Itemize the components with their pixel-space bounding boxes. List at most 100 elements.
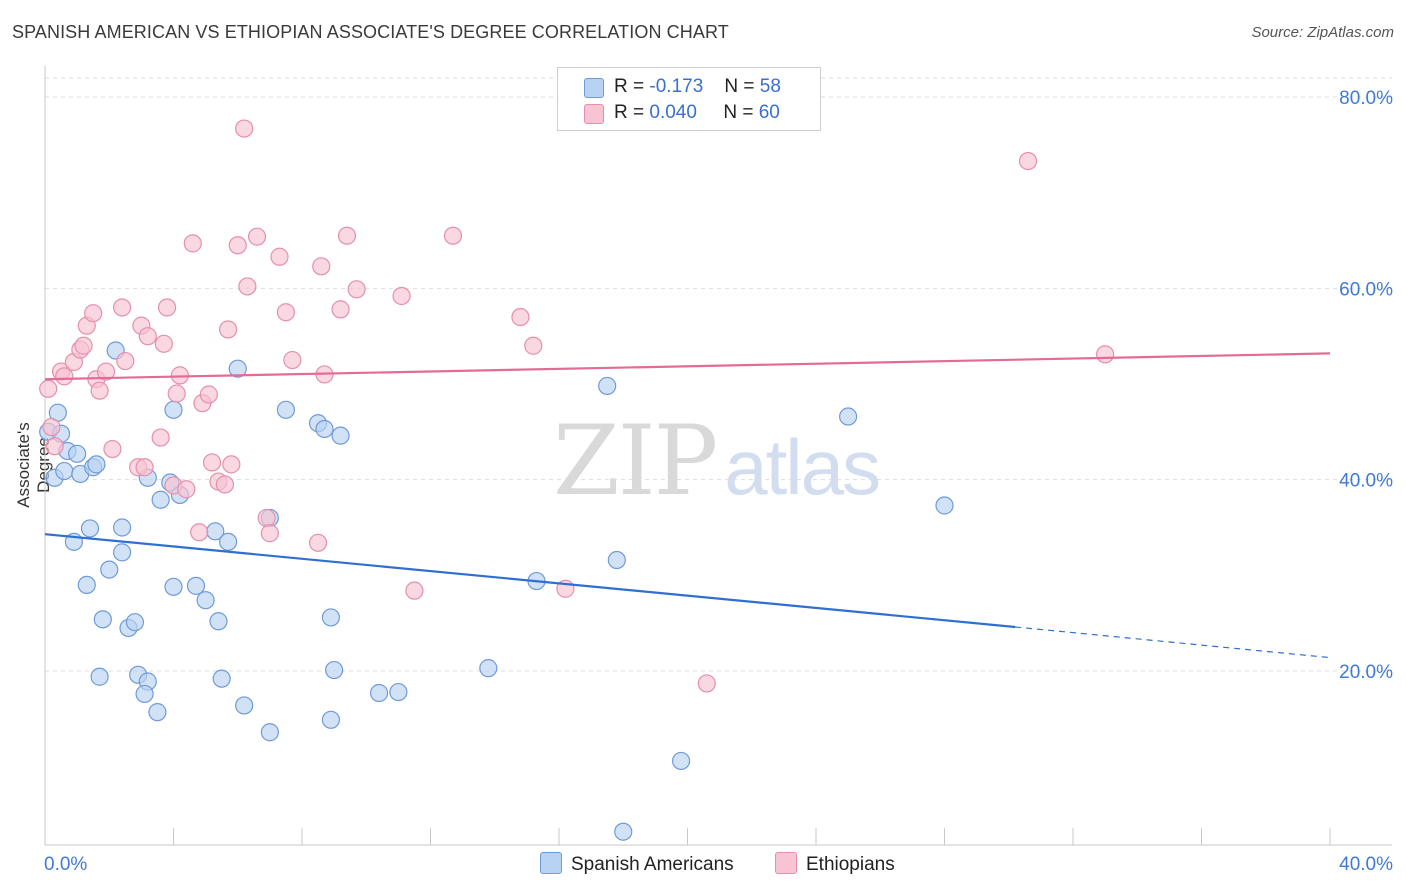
legend-r-label: R =	[614, 102, 645, 123]
point-ethiopian	[39, 379, 58, 398]
point-ethiopian	[42, 417, 61, 437]
point-spanish-american	[125, 613, 145, 632]
y-tick-label: 80.0%	[1339, 88, 1393, 109]
point-ethiopian	[219, 320, 238, 339]
point-spanish-american	[607, 550, 626, 570]
point-ethiopian	[337, 226, 357, 245]
point-ethiopian	[347, 280, 366, 299]
legend-r-value-pink: 0.040	[649, 102, 697, 123]
point-ethiopian	[177, 480, 196, 499]
point-ethiopian	[697, 674, 716, 693]
x-tick-label-max: 40.0%	[1339, 854, 1393, 875]
point-ethiopian	[96, 362, 116, 381]
point-ethiopian	[257, 508, 276, 528]
legend-swatch-pink	[584, 104, 604, 124]
point-spanish-american	[196, 591, 215, 610]
y-tick-label: 60.0%	[1339, 279, 1393, 300]
point-spanish-american	[598, 376, 617, 396]
legend-n-label: N =	[724, 76, 755, 97]
point-ethiopian	[331, 300, 350, 319]
point-spanish-american	[135, 684, 154, 704]
point-spanish-american	[479, 659, 498, 678]
point-spanish-american	[321, 608, 341, 627]
point-spanish-american	[321, 710, 341, 729]
point-ethiopian	[1018, 151, 1038, 171]
point-ethiopian	[312, 257, 331, 276]
data-points	[39, 119, 1115, 841]
point-ethiopian	[524, 336, 543, 355]
point-ethiopian	[235, 119, 254, 138]
point-ethiopian	[190, 523, 209, 542]
point-ethiopian	[405, 581, 424, 600]
point-spanish-american	[219, 532, 238, 551]
point-spanish-american	[935, 496, 954, 515]
point-ethiopian	[183, 234, 202, 253]
bottom-legend-spanish-americans: Spanish Americans	[540, 852, 734, 876]
bottom-legend-label-pink: Ethiopians	[806, 854, 895, 875]
legend-swatch-blue	[584, 78, 604, 98]
tick-labels: 20.0% 40.0% 60.0% 80.0% 0.0% 40.0%	[44, 88, 1393, 875]
point-ethiopian	[112, 298, 132, 317]
point-spanish-american	[112, 518, 132, 537]
point-ethiopian	[260, 524, 279, 543]
trend-line-spanish-americans	[44, 533, 1016, 629]
point-spanish-american	[228, 359, 247, 378]
x-tick-label-min: 0.0%	[44, 854, 87, 875]
point-ethiopian	[154, 334, 173, 353]
point-ethiopian	[74, 336, 93, 355]
bottom-legend-swatch-blue	[540, 852, 562, 874]
point-ethiopian	[247, 227, 267, 246]
point-spanish-american	[325, 660, 344, 680]
point-ethiopian	[215, 475, 234, 494]
point-ethiopian	[167, 384, 186, 403]
point-spanish-american	[212, 669, 231, 688]
point-ethiopian	[199, 385, 218, 404]
point-ethiopian	[157, 298, 177, 317]
chart-title: SPANISH AMERICAN VS ETHIOPIAN ASSOCIATE'…	[12, 22, 729, 42]
trend-line-ethiopians	[44, 352, 1331, 381]
point-spanish-american	[164, 577, 183, 596]
point-ethiopian	[511, 307, 530, 327]
point-spanish-american	[87, 455, 106, 474]
point-spanish-american	[93, 610, 112, 629]
point-ethiopian	[1096, 345, 1115, 364]
point-spanish-american	[148, 703, 167, 722]
point-spanish-american	[614, 822, 633, 841]
bottom-legend-ethiopians: Ethiopians	[775, 852, 895, 876]
point-spanish-american	[80, 519, 100, 538]
point-spanish-american	[260, 723, 279, 742]
watermark-zip: ZIP	[553, 405, 718, 517]
point-ethiopian	[443, 226, 463, 245]
point-ethiopian	[222, 455, 241, 474]
point-ethiopian	[45, 437, 64, 456]
bottom-legend-swatch-pink	[775, 852, 797, 874]
point-spanish-american	[77, 575, 96, 595]
point-spanish-american	[112, 543, 132, 562]
point-spanish-american	[186, 576, 206, 595]
correlation-legend: R = -0.173 N = 58 R = 0.040 N = 60	[557, 67, 821, 131]
point-ethiopian	[135, 458, 154, 477]
point-spanish-american	[315, 419, 334, 439]
point-spanish-american	[100, 560, 119, 579]
point-spanish-american	[90, 667, 109, 686]
point-ethiopian	[151, 428, 170, 447]
point-spanish-american	[370, 683, 389, 703]
trend-line-extension	[1015, 626, 1331, 659]
point-spanish-american	[671, 751, 691, 771]
point-spanish-american	[209, 612, 228, 631]
watermark: ZIP atlas	[553, 405, 881, 517]
point-ethiopian	[228, 236, 247, 255]
bottom-legend-label-blue: Spanish Americans	[571, 854, 734, 875]
legend-n-value-pink: 60	[758, 102, 780, 123]
point-ethiopian	[283, 350, 302, 370]
point-spanish-american	[164, 400, 183, 419]
legend-n-label: N =	[723, 102, 754, 123]
point-ethiopian	[238, 277, 257, 296]
source-label: Source: ZipAtlas.com	[1251, 24, 1394, 41]
point-spanish-american	[839, 407, 858, 426]
point-spanish-american	[55, 461, 74, 481]
point-ethiopian	[84, 304, 103, 323]
point-ethiopian	[202, 453, 222, 472]
point-spanish-american	[276, 400, 296, 419]
